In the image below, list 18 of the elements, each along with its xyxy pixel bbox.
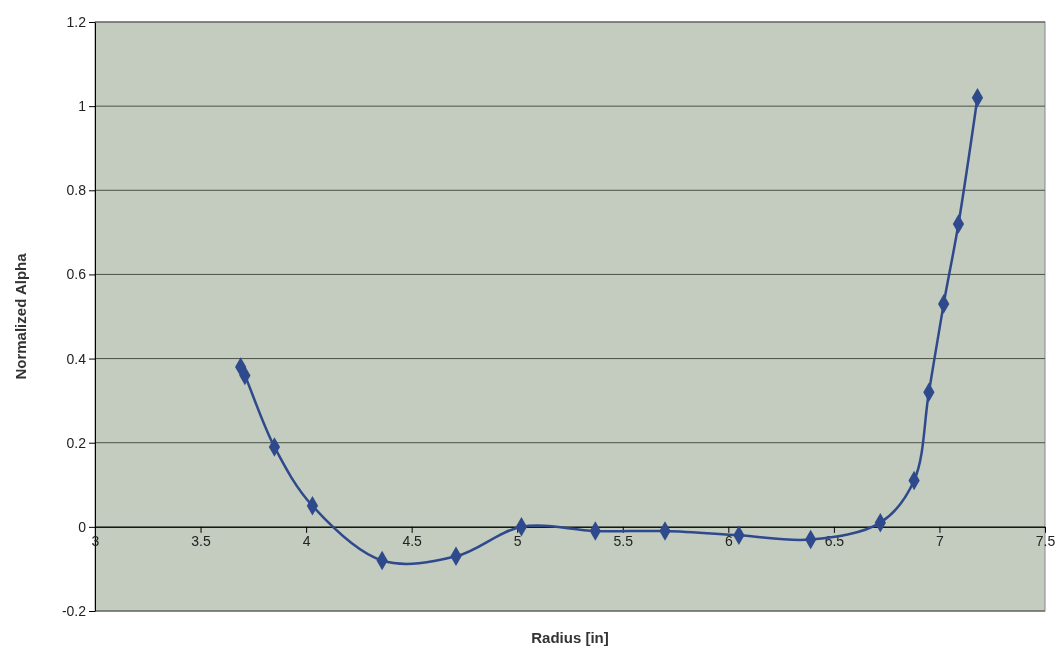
- y-tick-label: 0.2: [66, 434, 87, 451]
- y-tick-label: 0.6: [66, 266, 87, 283]
- x-axis-title: Radius [in]: [531, 629, 609, 646]
- y-tick-label: 1: [78, 98, 87, 115]
- y-tick-label: 0.4: [66, 350, 87, 367]
- y-tick-label: 0: [78, 518, 87, 535]
- x-tick-label: 4.5: [402, 532, 423, 549]
- y-tick-label: 1.2: [66, 13, 87, 30]
- x-tick-label: 5: [513, 532, 522, 549]
- x-tick-label: 4: [302, 532, 311, 549]
- y-axis-title: Normalized Alpha: [12, 252, 29, 380]
- x-tick-label: 6: [724, 532, 733, 549]
- x-tick-label: 5.5: [613, 532, 634, 549]
- x-tick-label: 7.5: [1035, 532, 1056, 549]
- x-tick-label: 7: [936, 532, 945, 549]
- y-tick-label: 0.8: [66, 182, 87, 199]
- y-tick-label: -0.2: [61, 602, 87, 619]
- x-tick-label: 3.5: [191, 532, 211, 549]
